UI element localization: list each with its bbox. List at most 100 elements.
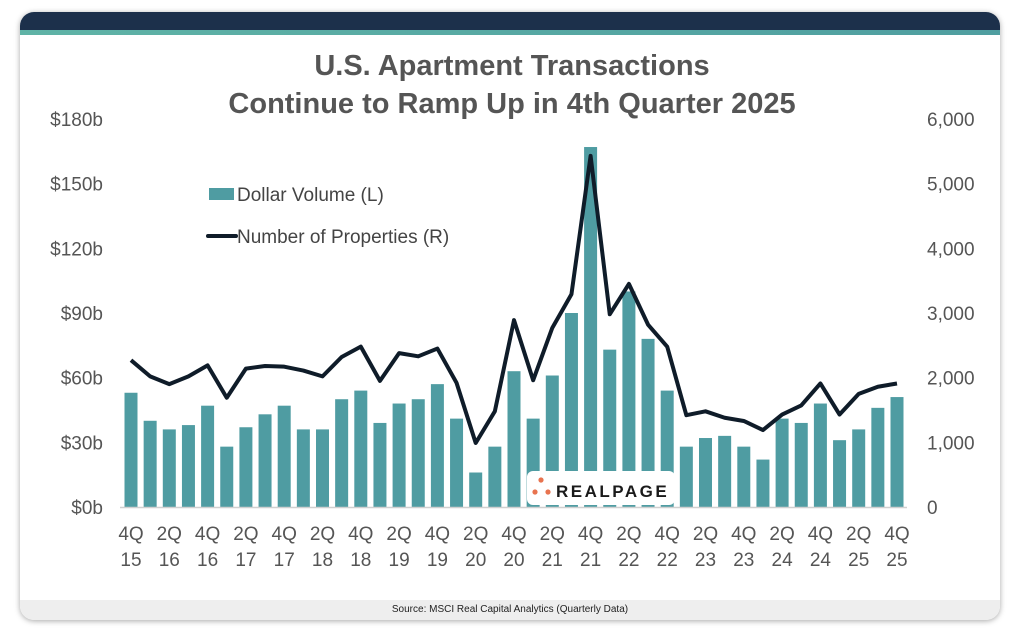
x-axis-tick-quarter: 4Q <box>578 524 603 545</box>
x-axis-tick-quarter: 4Q <box>118 524 143 545</box>
bar-3Q19 <box>411 399 425 507</box>
x-axis-tick-year: 21 <box>542 550 563 571</box>
accent-stripe <box>20 30 1000 35</box>
right-axis-tick: 2,000 <box>927 369 975 390</box>
header-band <box>20 12 1000 30</box>
legend: Dollar Volume (L) Number of Properties (… <box>206 185 449 248</box>
legend-label-dollar-volume: Dollar Volume (L) <box>237 185 384 206</box>
x-axis-tick-year: 19 <box>427 550 448 571</box>
legend-swatch-bar <box>209 188 234 200</box>
bar-2Q17 <box>239 427 253 507</box>
bar-3Q25 <box>871 407 885 507</box>
bar-1Q19 <box>373 422 387 507</box>
x-axis-tick-quarter: 4Q <box>884 524 909 545</box>
right-axis-tick: 4,000 <box>927 239 975 260</box>
bar-1Q16 <box>143 420 157 507</box>
bar-1Q20 <box>450 418 464 507</box>
bar-3Q16 <box>181 425 195 507</box>
x-axis-tick-year: 20 <box>503 550 524 571</box>
bar-2Q16 <box>162 429 176 507</box>
bar-2Q20 <box>469 472 483 507</box>
x-axis-tick-quarter: 2Q <box>463 524 488 545</box>
bar-3Q18 <box>335 399 349 507</box>
x-axis-tick-quarter: 2Q <box>616 524 641 545</box>
bar-4Q16 <box>201 405 215 507</box>
bar-1Q18 <box>296 429 310 507</box>
left-axis-tick: $150b <box>50 175 103 196</box>
x-axis-tick-year: 16 <box>197 550 218 571</box>
bar-2Q24 <box>775 418 789 507</box>
x-axis-tick-quarter: 4Q <box>425 524 450 545</box>
x-axis-tick-year: 21 <box>580 550 601 571</box>
bar-3Q24 <box>794 422 808 507</box>
x-axis-tick-year: 24 <box>810 550 832 571</box>
bar-3Q20 <box>488 446 502 507</box>
x-axis-tick-quarter: 2Q <box>540 524 565 545</box>
right-axis-tick: 1,000 <box>927 433 975 454</box>
chart-card: Source: MSCI Real Capital Analytics (Qua… <box>20 12 1000 620</box>
x-axis-tick-year: 25 <box>886 550 907 571</box>
bar-4Q19 <box>430 384 444 507</box>
right-axis-tick: 3,000 <box>927 304 975 325</box>
x-axis-tick-quarter: 4Q <box>348 524 373 545</box>
legend-label-number-of-properties: Number of Properties (R) <box>237 227 449 248</box>
left-axis-tick: $120b <box>50 239 103 260</box>
bar-4Q18 <box>354 390 368 507</box>
x-axis-tick-quarter: 4Q <box>501 524 526 545</box>
x-axis-tick-quarter: 2Q <box>233 524 258 545</box>
bar-1Q22 <box>603 349 617 507</box>
x-axis-tick-quarter: 2Q <box>386 524 411 545</box>
x-axis-tick-quarter: 4Q <box>731 524 756 545</box>
x-axis-tick-year: 18 <box>350 550 371 571</box>
bar-3Q21 <box>564 313 578 507</box>
bar-1Q17 <box>220 446 234 507</box>
bar-4Q21 <box>584 147 598 507</box>
right-axis-tick: 6,000 <box>927 110 975 131</box>
x-axis-tick-year: 23 <box>695 550 716 571</box>
left-axis-tick: $60b <box>61 369 103 390</box>
right-axis-tick: 5,000 <box>927 175 975 196</box>
bar-4Q25 <box>890 397 904 507</box>
source-note: Source: MSCI Real Capital Analytics (Qua… <box>20 600 1000 620</box>
x-axis-tick-year: 23 <box>733 550 754 571</box>
x-axis-tick-quarter: 2Q <box>846 524 871 545</box>
x-axis-tick-quarter: 4Q <box>808 524 833 545</box>
bar-3Q17 <box>258 414 272 507</box>
x-axis-tick-year: 17 <box>235 550 256 571</box>
bar-2Q22 <box>622 291 636 507</box>
left-axis-tick: $30b <box>61 433 103 454</box>
realpage-logo: REALPAGE <box>527 471 675 505</box>
bar-3Q22 <box>641 338 655 507</box>
x-axis-tick-year: 18 <box>312 550 333 571</box>
right-axis-tick: 0 <box>927 498 938 519</box>
bar-4Q15 <box>124 392 138 507</box>
x-axis-tick-quarter: 2Q <box>310 524 335 545</box>
x-axis-tick-quarter: 4Q <box>655 524 680 545</box>
bar-1Q24 <box>756 459 770 507</box>
x-axis-tick-quarter: 2Q <box>769 524 794 545</box>
x-axis-tick-year: 25 <box>848 550 869 571</box>
bar-2Q19 <box>392 403 406 507</box>
bar-4Q23 <box>737 446 751 507</box>
bar-4Q20 <box>507 371 521 507</box>
x-axis-tick-quarter: 2Q <box>157 524 182 545</box>
x-axis-tick-year: 15 <box>120 550 141 571</box>
left-axis-tick: $90b <box>61 304 103 325</box>
x-axis-tick-year: 17 <box>274 550 295 571</box>
bar-4Q17 <box>277 405 291 507</box>
bar-2Q23 <box>699 438 712 507</box>
x-axis-tick-year: 22 <box>657 550 678 571</box>
x-axis-tick-year: 22 <box>618 550 639 571</box>
bar-1Q23 <box>679 446 693 507</box>
x-axis-tick-quarter: 4Q <box>272 524 297 545</box>
logo-text: REALPAGE <box>556 482 669 501</box>
x-axis-tick-year: 16 <box>159 550 180 571</box>
bar-2Q18 <box>316 429 329 507</box>
x-axis-tick-quarter: 4Q <box>195 524 220 545</box>
left-axis-tick: $0b <box>71 498 103 519</box>
bar-1Q25 <box>833 440 847 507</box>
bar-2Q25 <box>852 429 866 507</box>
x-axis-tick-year: 24 <box>772 550 794 571</box>
x-axis-tick-year: 20 <box>465 550 486 571</box>
